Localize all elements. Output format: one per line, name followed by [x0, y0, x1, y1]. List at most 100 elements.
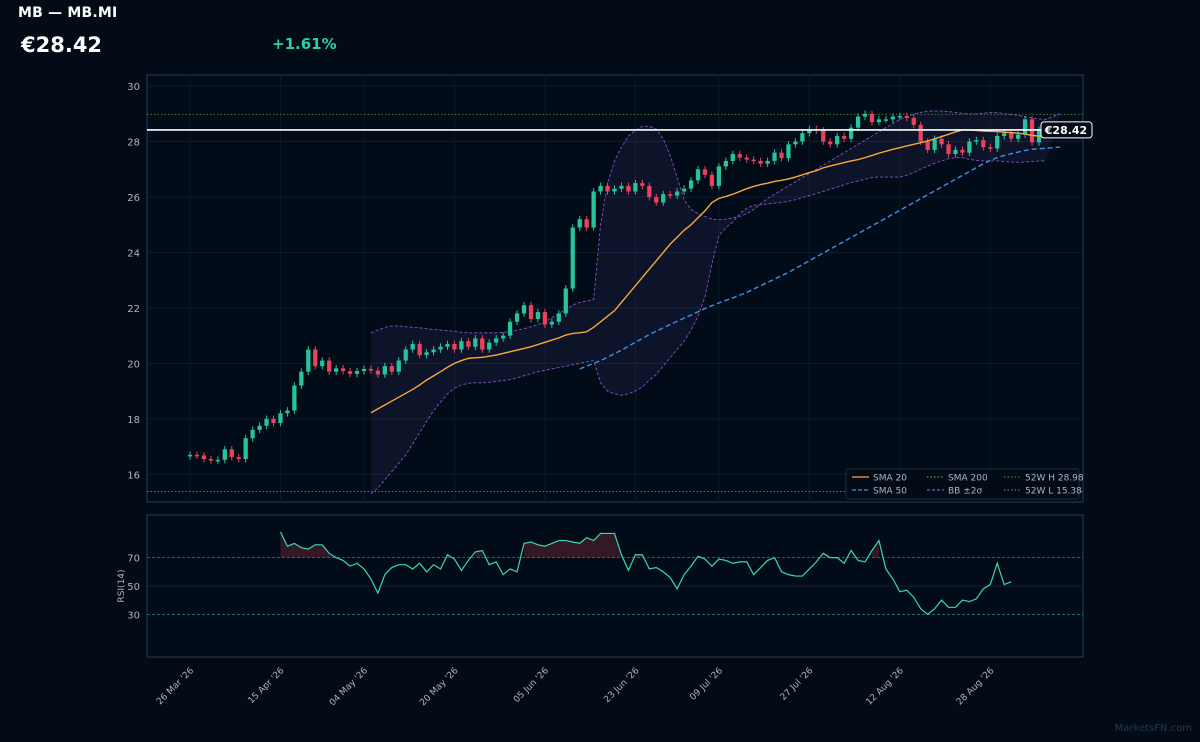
candle-body	[730, 154, 735, 161]
x-tick-label: 15 Apr '26	[247, 666, 287, 706]
candle	[800, 129, 805, 145]
candle	[626, 182, 631, 195]
legend-label: BB ±2σ	[948, 487, 982, 497]
candle	[501, 332, 506, 342]
rsi-tick-label: 30	[127, 610, 140, 621]
candle	[591, 188, 596, 231]
candle-body	[619, 185, 624, 189]
candle	[862, 110, 868, 120]
candle	[654, 193, 659, 206]
candle	[939, 135, 944, 148]
candle-body	[292, 385, 297, 411]
x-axis: 26 Mar '26 15 Apr '26 04 May '26 20 May '26…	[155, 666, 997, 708]
candle-body	[918, 124, 923, 142]
candle-body	[1002, 133, 1007, 136]
candle	[410, 340, 415, 353]
candle-body	[939, 138, 944, 145]
candle	[668, 190, 673, 199]
candle-body	[848, 127, 854, 139]
current-price: €28.42	[21, 33, 103, 57]
candle-body	[320, 360, 325, 367]
candle	[918, 121, 923, 145]
candle	[584, 215, 589, 231]
rsi-overbought-fill	[635, 554, 643, 558]
candle	[681, 185, 687, 195]
candle-body	[779, 152, 784, 159]
candle-body	[668, 194, 673, 196]
x-tick-label: 28 Aug '26	[955, 666, 997, 708]
candle-body	[563, 288, 568, 314]
candle-body	[640, 183, 645, 186]
price-tick-label: 28	[127, 138, 140, 149]
legend-label: 52W H 28.98	[1025, 474, 1084, 484]
candle	[702, 165, 708, 179]
x-tick-label: 12 Aug '26	[864, 666, 906, 708]
candle-body	[389, 366, 394, 372]
legend-label: SMA 200	[948, 474, 988, 484]
candle-body	[967, 141, 972, 153]
candle-body	[201, 455, 207, 460]
price-change: +1.61%	[272, 35, 337, 53]
candle	[438, 343, 443, 353]
candle	[737, 150, 742, 161]
candle	[633, 179, 638, 195]
candle-body	[800, 133, 805, 142]
candle	[772, 149, 777, 165]
candle	[1009, 129, 1014, 143]
candle-body	[501, 335, 506, 339]
candle-body	[271, 418, 276, 423]
candle	[981, 136, 986, 151]
candle	[382, 362, 387, 378]
candle-body	[688, 180, 694, 189]
candle	[716, 163, 722, 190]
candle-body	[375, 370, 381, 375]
legend-label: SMA 50	[873, 487, 907, 497]
candle-body	[410, 343, 415, 350]
candle	[243, 434, 248, 463]
candle	[271, 415, 276, 427]
candle	[751, 156, 756, 165]
candle	[605, 182, 610, 195]
candle-body	[953, 149, 958, 155]
candle-body	[264, 418, 269, 426]
candle	[327, 357, 332, 376]
candle-body	[222, 449, 227, 460]
candle-body	[674, 191, 680, 196]
candle	[480, 335, 485, 353]
candle-body	[633, 183, 638, 192]
candle-body	[208, 459, 214, 461]
candle-body	[765, 160, 770, 164]
candle-body	[1009, 133, 1014, 139]
candle	[612, 185, 617, 195]
candle	[647, 182, 652, 201]
candle	[431, 346, 436, 356]
candle-body	[897, 116, 902, 118]
candle	[974, 136, 979, 145]
candle	[417, 340, 422, 359]
candle-body	[591, 191, 596, 228]
candle	[570, 224, 575, 292]
candle	[396, 357, 401, 376]
candle-body	[654, 197, 659, 203]
candle-body	[396, 360, 401, 372]
candle-body	[340, 368, 346, 372]
price-tick-label: 24	[127, 248, 140, 259]
candle	[201, 452, 207, 463]
candle	[869, 110, 875, 126]
candle-body	[368, 368, 374, 371]
candle	[507, 318, 513, 339]
x-tick-label: 20 May '26	[418, 666, 460, 708]
candle	[786, 140, 791, 162]
candle	[208, 455, 214, 464]
candle-body	[598, 185, 603, 192]
candle	[577, 215, 582, 231]
candle-body	[925, 141, 930, 150]
x-tick-label: 27 Jul '26	[779, 666, 816, 703]
candle	[466, 337, 471, 351]
candle-body	[605, 185, 610, 192]
candle-body	[494, 338, 499, 343]
last-price-label: €28.42	[1044, 124, 1087, 137]
candle	[250, 426, 255, 442]
candle-body	[243, 438, 248, 460]
candle-body	[828, 141, 833, 145]
